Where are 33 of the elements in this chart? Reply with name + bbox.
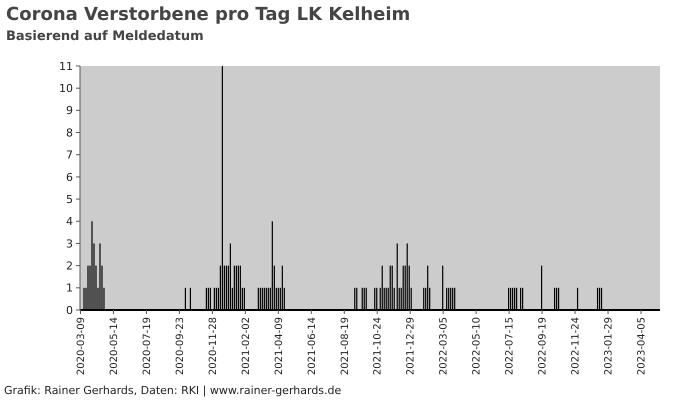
chart-title: Corona Verstorbene pro Tag LK Kelheim <box>6 4 410 25</box>
x-tick-label: 2021-08-19 <box>340 317 351 376</box>
x-tick-label: 2021-12-29 <box>406 317 417 376</box>
x-tick-label: 2020-05-14 <box>108 317 120 376</box>
y-tick-label: 3 <box>66 237 73 250</box>
x-tick-label: 2021-10-24 <box>372 317 384 376</box>
y-tick-label: 8 <box>66 126 73 140</box>
x-tick-label: 2023-04-05 <box>636 317 648 376</box>
y-tick-label: 2 <box>66 259 73 272</box>
x-tick-label: 2022-05-10 <box>472 317 483 376</box>
x-tick-label: 2021-02-02 <box>240 317 252 376</box>
y-tick-label: 4 <box>66 215 73 228</box>
y-tick-label: 10 <box>59 82 73 96</box>
x-tick-label: 2020-07-19 <box>142 317 153 376</box>
y-tick-label: 7 <box>66 148 73 162</box>
x-tick-label: 2020-11-28 <box>208 317 219 376</box>
x-tick-label: 2021-04-09 <box>274 317 285 376</box>
y-tick-label: 5 <box>66 192 73 206</box>
x-tick-label: 2020-09-23 <box>174 317 186 376</box>
y-tick-label: 1 <box>66 282 73 295</box>
y-tick-label: 11 <box>59 60 73 73</box>
x-tick-label: 2022-09-19 <box>538 317 549 376</box>
y-tick-label: 9 <box>66 104 73 118</box>
x-tick-label: 2022-11-24 <box>570 317 582 376</box>
y-tick-label: 6 <box>66 170 73 184</box>
x-tick-label: 2022-07-15 <box>504 317 516 376</box>
x-tick-label: 2021-06-14 <box>306 317 318 376</box>
text: Grafik: Rainer Gerhards, Daten: RKI | www.rainer-gerhards.de <box>4 384 342 397</box>
chart-subtitle: Basierend auf Meldedatum <box>6 29 204 44</box>
x-tick-label: 2020-03-09 <box>76 317 87 376</box>
x-tick-label: 2022-03-05 <box>438 317 450 376</box>
x-tick-label: 2023-01-29 <box>604 317 615 376</box>
y-tick-label: 0 <box>66 304 73 317</box>
